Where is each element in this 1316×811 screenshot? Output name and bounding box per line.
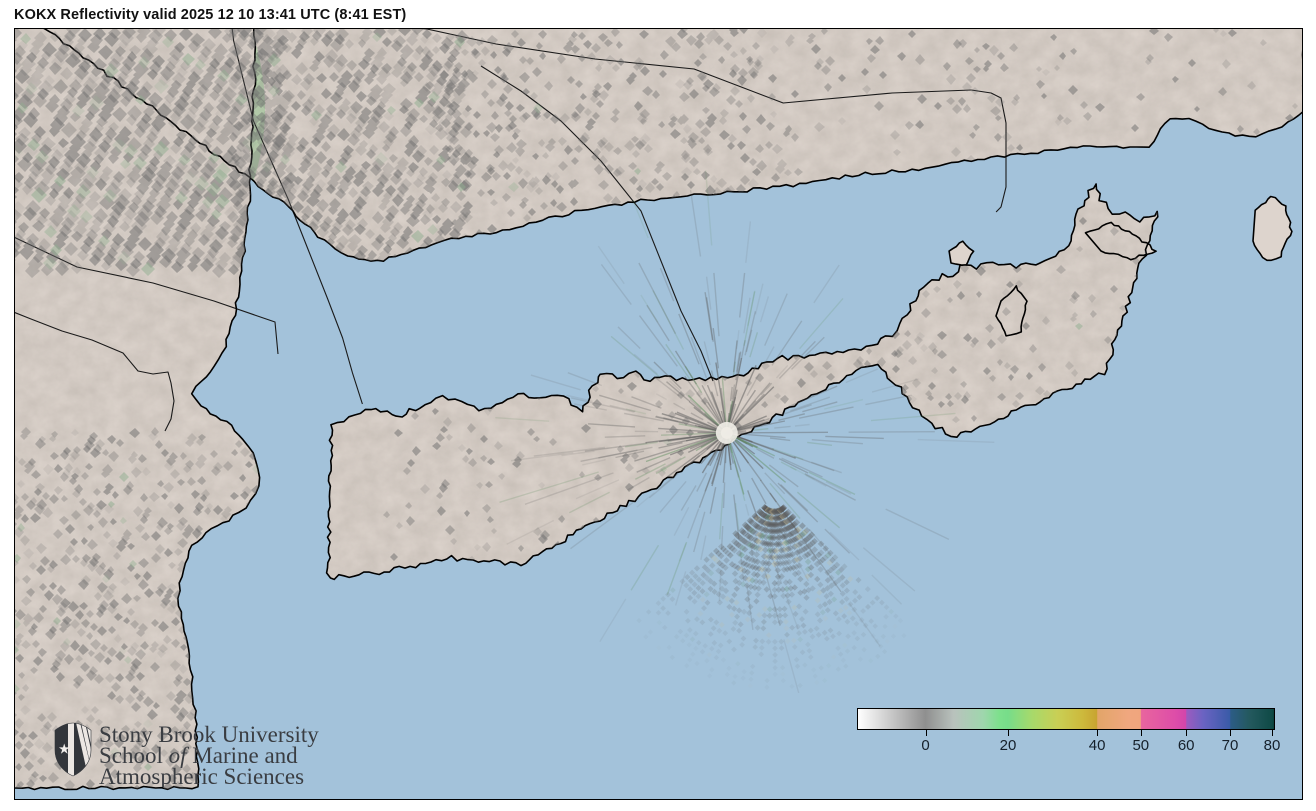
svg-text:Atmospheric Sciences: Atmospheric Sciences — [99, 764, 304, 787]
